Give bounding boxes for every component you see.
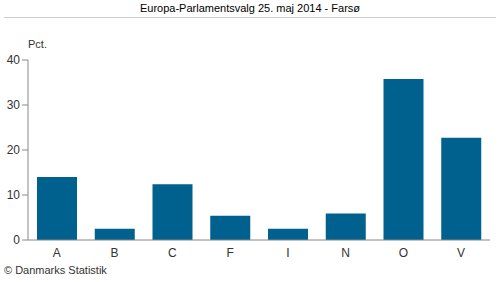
svg-text:A: A xyxy=(53,246,61,260)
svg-text:20: 20 xyxy=(8,143,20,157)
svg-text:30: 30 xyxy=(8,98,20,112)
html-text:Pct.: Pct. xyxy=(28,38,47,50)
svg-text:C: C xyxy=(168,246,177,260)
html-text:© Danmarks Statistik: © Danmarks Statistik xyxy=(4,264,107,276)
svg-text:10: 10 xyxy=(8,188,20,202)
svg-text:40: 40 xyxy=(8,53,20,67)
svg-text:F: F xyxy=(226,246,233,260)
svg-text:V: V xyxy=(457,246,465,260)
html-text:Europa-Parlamentsvalg 25. maj: Europa-Parlamentsvalg 25. maj 2014 - Far… xyxy=(139,2,360,14)
svg-text:I: I xyxy=(286,246,289,260)
svg-text:B: B xyxy=(111,246,119,260)
svg-text:N: N xyxy=(341,246,350,260)
svg-text:O: O xyxy=(399,246,408,260)
svg-text:0: 0 xyxy=(13,233,20,247)
